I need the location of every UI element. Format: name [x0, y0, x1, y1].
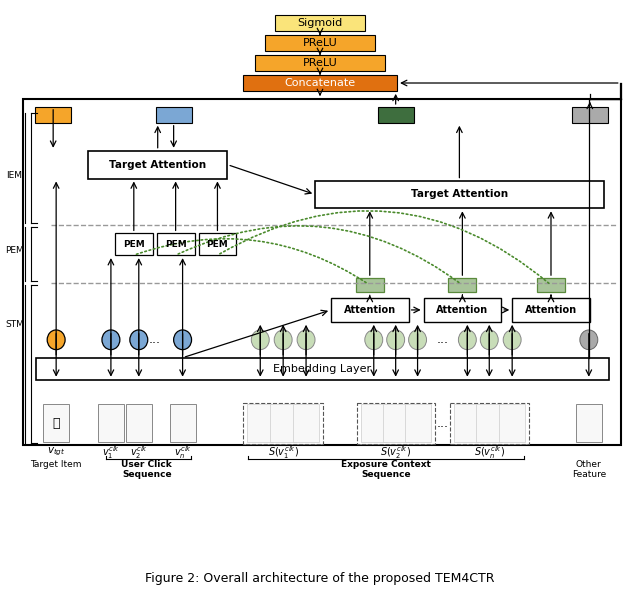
Bar [23, 99, 621, 446]
Bar [198, 233, 236, 255]
Text: Other: Other [576, 460, 602, 469]
Bar [356, 278, 384, 292]
Text: PReLU: PReLU [303, 38, 337, 48]
Bar [576, 405, 602, 443]
Text: $v_n^{clk}$: $v_n^{clk}$ [173, 444, 191, 461]
Text: Target Item: Target Item [31, 460, 82, 469]
Bar [315, 181, 604, 208]
Bar [454, 405, 480, 443]
Ellipse shape [47, 330, 65, 350]
Bar [499, 405, 525, 443]
Ellipse shape [408, 330, 426, 350]
Text: Figure 2: Overall architecture of the proposed TEM4CTR: Figure 2: Overall architecture of the pr… [145, 572, 495, 585]
Text: ...: ... [436, 417, 449, 430]
Bar [270, 405, 296, 443]
Bar [404, 405, 431, 443]
Text: Exposure Context: Exposure Context [341, 460, 431, 469]
Text: Concatenate: Concatenate [284, 78, 356, 88]
Bar [243, 75, 397, 91]
Text: User Click: User Click [122, 460, 172, 469]
Bar [126, 405, 152, 443]
Ellipse shape [580, 330, 598, 350]
Ellipse shape [102, 330, 120, 350]
Bar [98, 405, 124, 443]
Text: PEM: PEM [207, 240, 228, 249]
Bar [255, 55, 385, 71]
Bar [265, 35, 375, 51]
Bar [88, 151, 227, 179]
Bar [331, 298, 408, 322]
Bar [451, 403, 529, 444]
Text: 👕: 👕 [52, 417, 60, 430]
Text: STM: STM [5, 320, 24, 329]
Bar [424, 298, 501, 322]
Text: Sequence: Sequence [122, 470, 172, 479]
Text: Attention: Attention [436, 305, 488, 315]
Text: Target Attention: Target Attention [109, 160, 206, 170]
Text: ...: ... [148, 333, 161, 346]
Ellipse shape [173, 330, 191, 350]
Ellipse shape [503, 330, 521, 350]
Bar [361, 405, 387, 443]
Bar [44, 405, 69, 443]
Bar [157, 233, 195, 255]
Text: Sequence: Sequence [362, 470, 411, 479]
Ellipse shape [130, 330, 148, 350]
Bar [156, 107, 191, 123]
Bar [572, 107, 608, 123]
Ellipse shape [297, 330, 315, 350]
Bar [449, 278, 476, 292]
Bar [293, 405, 319, 443]
Text: IEM: IEM [6, 171, 22, 180]
Bar [383, 405, 408, 443]
Ellipse shape [274, 330, 292, 350]
Bar [537, 278, 565, 292]
Text: Embedding Layer: Embedding Layer [273, 364, 372, 374]
Bar [35, 107, 71, 123]
Text: $S(v_2^{clk})$: $S(v_2^{clk})$ [380, 444, 412, 461]
Bar [247, 405, 273, 443]
Text: PEM: PEM [164, 240, 186, 249]
Ellipse shape [458, 330, 476, 350]
Text: PReLU: PReLU [303, 58, 337, 68]
Text: ...: ... [436, 333, 449, 346]
Bar [476, 405, 502, 443]
Bar [512, 298, 590, 322]
Text: $v_2^{clk}$: $v_2^{clk}$ [130, 444, 148, 461]
Bar [36, 358, 609, 380]
Bar [275, 15, 365, 31]
Ellipse shape [387, 330, 404, 350]
Text: Target Attention: Target Attention [411, 189, 508, 200]
Bar [170, 405, 196, 443]
Bar [243, 403, 323, 444]
Ellipse shape [365, 330, 383, 350]
Text: PEM: PEM [123, 240, 145, 249]
Bar [115, 233, 153, 255]
Ellipse shape [252, 330, 269, 350]
Text: PEM: PEM [5, 246, 24, 255]
Text: Attention: Attention [525, 305, 577, 315]
Text: $S(v_1^{clk})$: $S(v_1^{clk})$ [268, 444, 299, 461]
Text: Sigmoid: Sigmoid [298, 18, 342, 29]
Text: Feature: Feature [572, 470, 606, 479]
Text: Attention: Attention [344, 305, 396, 315]
Bar [378, 107, 413, 123]
Text: $v_1^{clk}$: $v_1^{clk}$ [102, 444, 120, 461]
Ellipse shape [480, 330, 498, 350]
Text: $v_{tgt}$: $v_{tgt}$ [47, 446, 65, 459]
Text: $S(v_n^{clk})$: $S(v_n^{clk})$ [474, 444, 505, 461]
Bar [357, 403, 435, 444]
